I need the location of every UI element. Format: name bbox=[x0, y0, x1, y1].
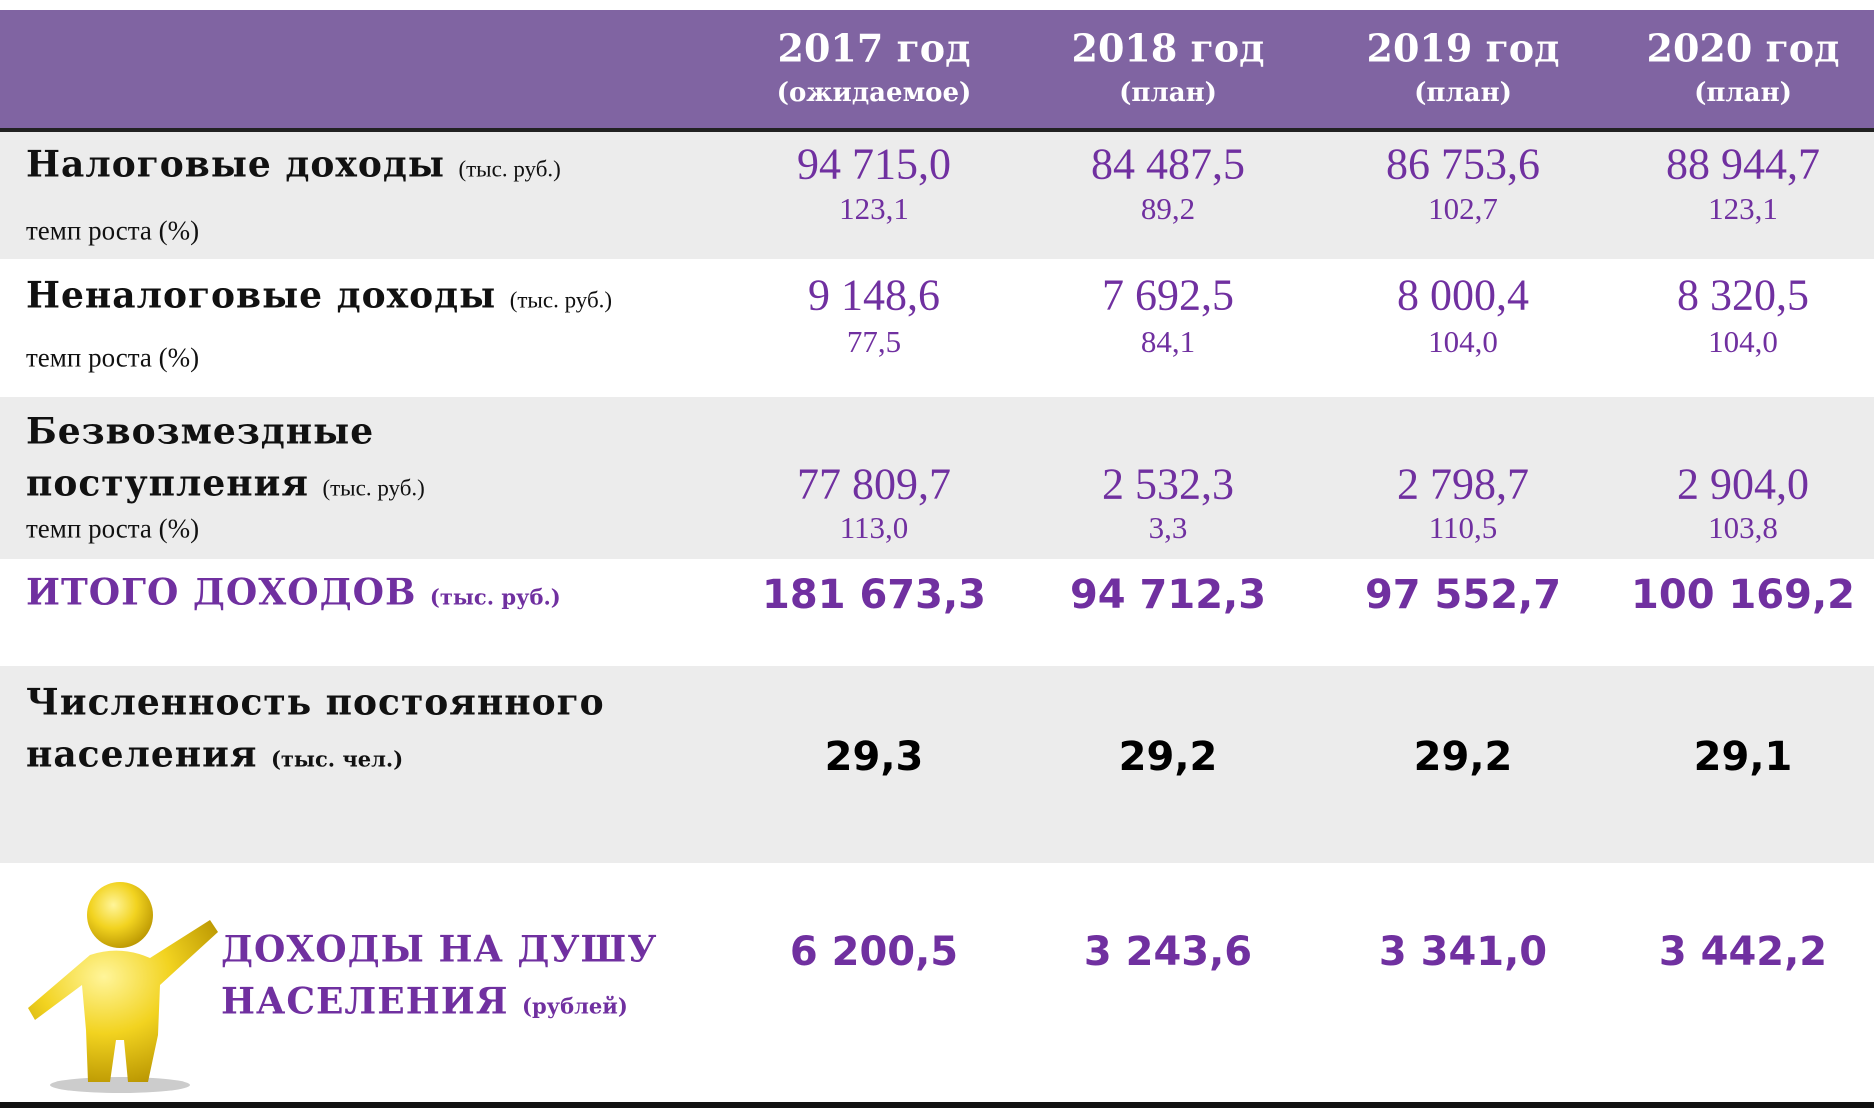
value: 9 148,6 bbox=[808, 270, 940, 321]
value: 94 712,3 bbox=[1070, 572, 1266, 618]
row-sublabel: темп роста (%) bbox=[26, 216, 199, 247]
unit: (тыс. чел.) bbox=[271, 747, 403, 772]
value: 2 532,3 bbox=[1102, 459, 1234, 510]
growth-rate: 77,5 bbox=[847, 324, 901, 360]
row-label: Неналоговые доходы (тыс. руб.) bbox=[26, 270, 612, 327]
value: 2 904,0 bbox=[1677, 459, 1809, 510]
unit: (тыс. руб.) bbox=[458, 157, 560, 182]
value: 8 000,4 bbox=[1397, 270, 1529, 321]
value: 2 798,7 bbox=[1397, 459, 1529, 510]
growth-rate: 104,0 bbox=[1428, 324, 1498, 360]
row-label: Численность постоянного населения (тыс. … bbox=[26, 677, 686, 786]
row-label: ДОХОДЫ НА ДУШУ НАСЕЛЕНИЯ (рублей) bbox=[221, 924, 741, 1033]
bottom-rule bbox=[0, 1102, 1874, 1108]
figure-icon bbox=[20, 870, 220, 1095]
column-year: 2019 год bbox=[1367, 26, 1560, 71]
page: 2017 год (ожидаемое) 2018 год (план) 2019 го… bbox=[0, 0, 1874, 1110]
unit: (тыс. руб.) bbox=[322, 476, 424, 501]
label-text: ИТОГО ДОХОДОВ bbox=[26, 572, 416, 614]
growth-rate: 104,0 bbox=[1708, 324, 1778, 360]
value: 3 341,0 bbox=[1379, 929, 1547, 975]
growth-rate: 123,1 bbox=[839, 191, 909, 227]
column-note: (план) bbox=[1694, 78, 1792, 108]
column-note: (план) bbox=[1414, 78, 1512, 108]
row-sublabel: темп роста (%) bbox=[26, 343, 199, 374]
value: 3 442,2 bbox=[1659, 929, 1827, 975]
value: 97 552,7 bbox=[1365, 572, 1561, 618]
unit: (тыс. руб.) bbox=[430, 585, 561, 610]
growth-rate: 3,3 bbox=[1149, 510, 1188, 546]
row-sublabel: темп роста (%) bbox=[26, 514, 199, 545]
growth-rate: 84,1 bbox=[1141, 324, 1195, 360]
growth-rate: 102,7 bbox=[1428, 191, 1498, 227]
value: 88 944,7 bbox=[1666, 139, 1820, 190]
column-year: 2017 год bbox=[778, 26, 971, 71]
value: 29,2 bbox=[1414, 734, 1513, 780]
unit: (рублей) bbox=[522, 994, 628, 1019]
unit: (тыс. руб.) bbox=[510, 288, 612, 313]
value: 29,2 bbox=[1119, 734, 1218, 780]
growth-rate: 110,5 bbox=[1429, 510, 1498, 546]
row-label: Безвозмездные поступления (тыс. руб.) bbox=[26, 406, 546, 515]
value: 100 169,2 bbox=[1631, 572, 1855, 618]
growth-rate: 89,2 bbox=[1141, 191, 1195, 227]
value: 181 673,3 bbox=[762, 572, 986, 618]
growth-rate: 103,8 bbox=[1708, 510, 1778, 546]
value: 94 715,0 bbox=[797, 139, 951, 190]
column-note: (ожидаемое) bbox=[777, 78, 972, 108]
value: 77 809,7 bbox=[797, 459, 951, 510]
value: 84 487,5 bbox=[1091, 139, 1245, 190]
value: 3 243,6 bbox=[1084, 929, 1252, 975]
column-year: 2020 год bbox=[1647, 26, 1840, 71]
column-year: 2018 год bbox=[1072, 26, 1265, 71]
value: 6 200,5 bbox=[790, 929, 958, 975]
value: 8 320,5 bbox=[1677, 270, 1809, 321]
value: 29,3 bbox=[825, 734, 924, 780]
value: 7 692,5 bbox=[1102, 270, 1234, 321]
label-text: Неналоговые доходы bbox=[26, 275, 496, 317]
row-label: ИТОГО ДОХОДОВ (тыс. руб.) bbox=[26, 567, 561, 624]
label-text: Налоговые доходы bbox=[26, 144, 445, 186]
row-label: Налоговые доходы (тыс. руб.) bbox=[26, 139, 561, 196]
value: 86 753,6 bbox=[1386, 139, 1540, 190]
column-note: (план) bbox=[1119, 78, 1217, 108]
growth-rate: 123,1 bbox=[1708, 191, 1778, 227]
value: 29,1 bbox=[1694, 734, 1793, 780]
growth-rate: 113,0 bbox=[840, 510, 909, 546]
